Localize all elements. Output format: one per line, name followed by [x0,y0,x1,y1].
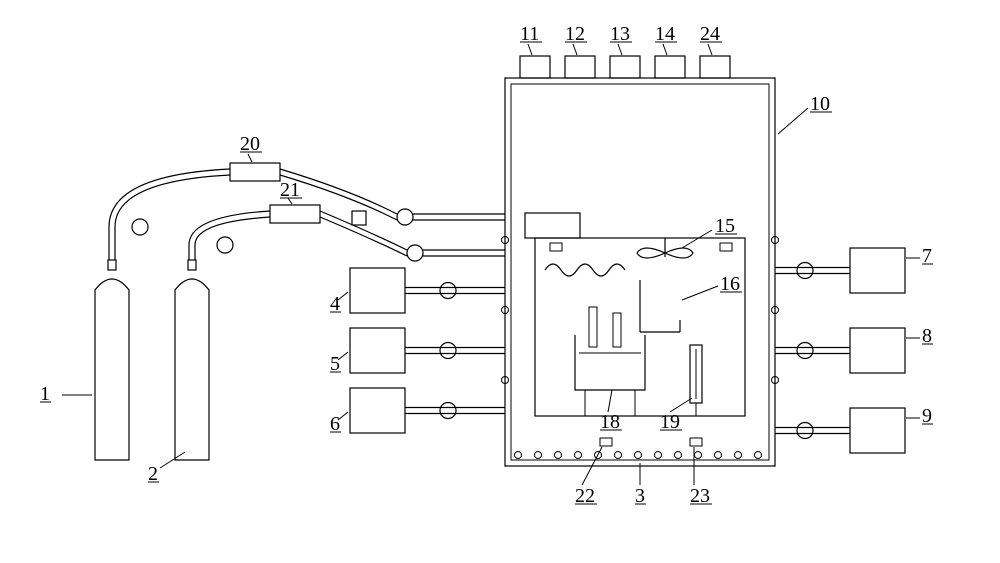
schematic-diagram: 1234567891011121314241516181920212223 [0,0,1000,563]
